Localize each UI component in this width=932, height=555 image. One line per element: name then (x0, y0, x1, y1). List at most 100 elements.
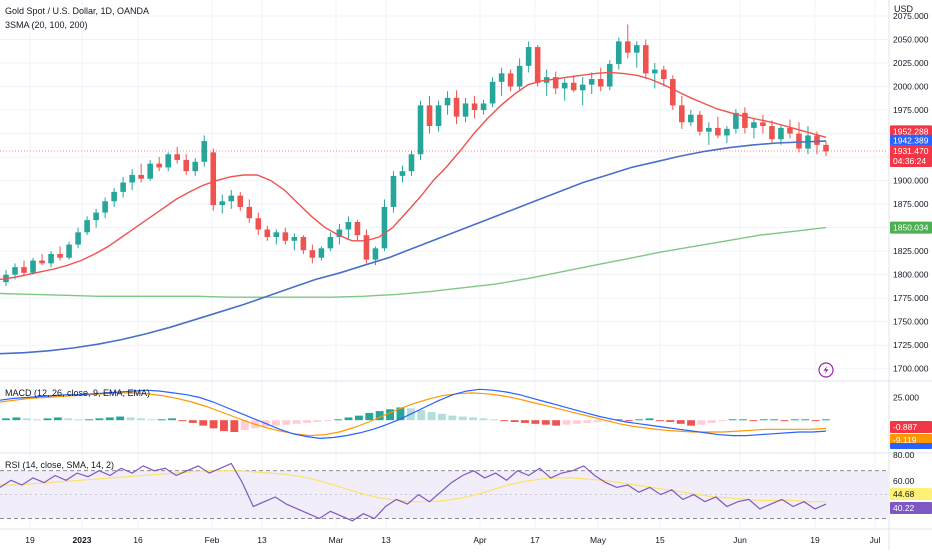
candle (463, 98, 469, 122)
candle (526, 41, 532, 72)
candle (346, 216, 352, 239)
macd-histogram-bar (749, 420, 757, 421)
currency-label: USD (894, 4, 914, 14)
candle-body (418, 105, 424, 154)
candles (0, 24, 888, 285)
candle (237, 192, 243, 211)
candle (643, 40, 649, 80)
macd-histogram-bar (158, 419, 166, 420)
candle (219, 195, 225, 214)
macd-histogram-bar (106, 417, 114, 420)
rsi-value-tag: 40.22 (890, 502, 932, 514)
candle (769, 120, 775, 143)
price-tick-label: 1825.000 (893, 246, 929, 256)
candle-body (274, 232, 280, 237)
candle-body (688, 115, 694, 123)
candle (589, 72, 595, 94)
candle-body (571, 83, 577, 91)
macd-histogram-bar (739, 419, 747, 420)
rsi-value-tag-text: 40.22 (893, 503, 915, 513)
candle (310, 245, 316, 264)
rsi-label: RSI (14, close, SMA, 14, 2) (5, 460, 114, 470)
price-tag: 1942.389 (890, 135, 932, 147)
macd-histogram-bar (448, 416, 456, 421)
candle (733, 109, 739, 133)
candle (688, 110, 694, 126)
macd-histogram-bar (137, 418, 145, 420)
candle (562, 79, 568, 101)
candle (283, 228, 289, 245)
macd-histogram-bar (812, 420, 820, 421)
candle (436, 101, 442, 132)
candle (319, 246, 325, 260)
time-tick-label: Mar (329, 535, 344, 545)
countdown-text: 04:36:24 (893, 156, 926, 166)
candle-body (292, 237, 298, 241)
candle-body (382, 207, 388, 248)
candle-body (346, 222, 352, 230)
candle-body (607, 64, 613, 87)
macd-histogram-bar (480, 418, 488, 420)
candle (427, 96, 433, 134)
macd-histogram-bar (64, 418, 72, 420)
candle-body (84, 220, 90, 232)
price-tick-label: 1900.000 (893, 176, 929, 186)
candle-body (120, 182, 126, 191)
candle-body (463, 103, 469, 116)
macd-histogram-bar (85, 419, 93, 420)
price-tick-label: 1875.000 (893, 199, 929, 209)
candle (544, 70, 550, 96)
candle-body (48, 254, 54, 263)
candle (39, 254, 45, 265)
candle-body (472, 103, 478, 110)
candle-body (661, 70, 667, 79)
grid-lines (0, 0, 888, 528)
macd-histogram-bar (687, 420, 695, 425)
candle-body (445, 98, 451, 106)
candle (292, 233, 298, 250)
macd-histogram-bar (573, 420, 581, 424)
macd-histogram-bar (666, 420, 674, 422)
candle (102, 198, 108, 219)
candle (715, 117, 721, 139)
candle-body (265, 230, 271, 238)
price-tick-label: 2000.000 (893, 82, 929, 92)
time-tick-label: 13 (381, 535, 391, 545)
candle (652, 63, 658, 88)
candle (256, 213, 262, 236)
candle-body (535, 47, 541, 83)
candle (625, 24, 631, 58)
rsi-band-fill (0, 471, 888, 519)
candle (796, 122, 802, 152)
time-tick-label: 13 (257, 535, 267, 545)
time-tick-label: 17 (530, 535, 540, 545)
candle-body (391, 176, 397, 207)
candle (147, 160, 153, 181)
candle-body (156, 164, 162, 168)
candle (75, 228, 81, 249)
macd-histogram-bar (594, 420, 602, 422)
candle-body (751, 122, 757, 128)
macd-histogram-bar (428, 412, 436, 420)
candle-body (174, 154, 180, 160)
candle-body (436, 105, 442, 126)
candle-body (643, 45, 649, 73)
candle (697, 111, 703, 135)
lightning-icon[interactable] (819, 363, 833, 377)
candle-body (823, 145, 829, 152)
candle-body (129, 175, 135, 183)
candle-body (742, 113, 748, 128)
candle (508, 70, 514, 92)
candle-body (319, 248, 325, 257)
candle (174, 147, 180, 164)
macd-histogram-bar (708, 420, 716, 423)
candle-body (228, 196, 234, 202)
time-tick-label: 16 (133, 535, 143, 545)
candle-body (625, 41, 631, 52)
candle (490, 77, 496, 107)
macd-histogram-bar (75, 419, 83, 420)
sma-lines (0, 72, 826, 353)
candle (805, 126, 811, 154)
